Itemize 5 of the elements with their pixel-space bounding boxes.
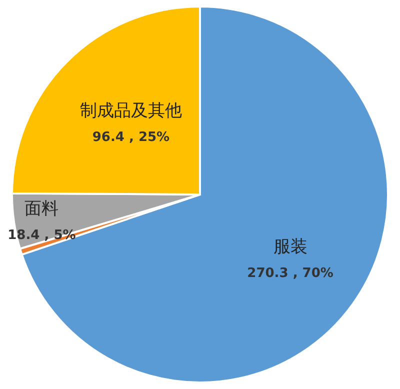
data-label: 96.4 , 25% [92, 130, 170, 146]
slice-label: 服装 [273, 236, 308, 257]
slice-label: 面料 [24, 199, 59, 220]
slice-label: 制成品及其他 [80, 101, 182, 122]
data-label: 270.3 , 70% [247, 266, 334, 281]
